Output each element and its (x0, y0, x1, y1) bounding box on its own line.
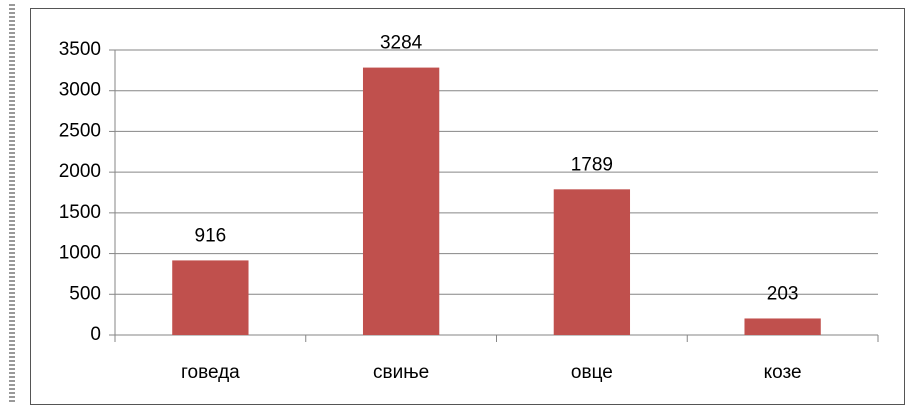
y-tick-label: 2000 (59, 161, 101, 182)
y-tick-label: 1500 (59, 202, 101, 223)
chart-frame (30, 8, 905, 405)
x-tick-label: козе (764, 362, 802, 383)
x-tick-label: свиње (373, 362, 429, 383)
y-tick-label: 500 (69, 283, 101, 304)
y-tick-label: 2500 (59, 120, 101, 141)
data-label: 1789 (571, 154, 613, 175)
x-tick-label: овце (571, 362, 613, 383)
bar (553, 189, 631, 335)
data-label: 916 (195, 225, 227, 246)
data-label: 203 (767, 283, 799, 304)
x-tick-label: говеда (181, 362, 240, 383)
y-tick-label: 1000 (59, 243, 101, 264)
bar (362, 67, 440, 336)
y-tick-label: 0 (90, 324, 101, 345)
y-tick-label: 3500 (59, 39, 101, 60)
y-tick-label: 3000 (59, 80, 101, 101)
bar (172, 260, 249, 335)
bar (744, 318, 821, 335)
data-label: 3284 (380, 33, 423, 54)
